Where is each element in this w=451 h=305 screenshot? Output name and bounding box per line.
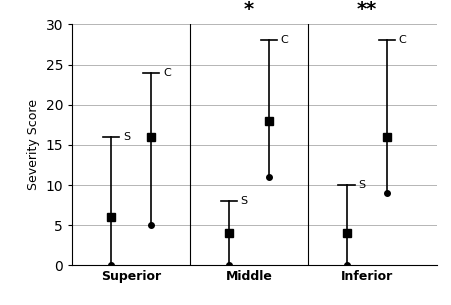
Text: C: C [281,35,289,45]
Text: S: S [359,180,366,190]
Y-axis label: Severity Score: Severity Score [27,99,40,190]
Text: **: ** [357,0,377,19]
Text: C: C [163,68,170,77]
Text: S: S [123,132,130,142]
Text: C: C [399,35,406,45]
Text: S: S [241,196,248,206]
Text: *: * [244,0,254,19]
